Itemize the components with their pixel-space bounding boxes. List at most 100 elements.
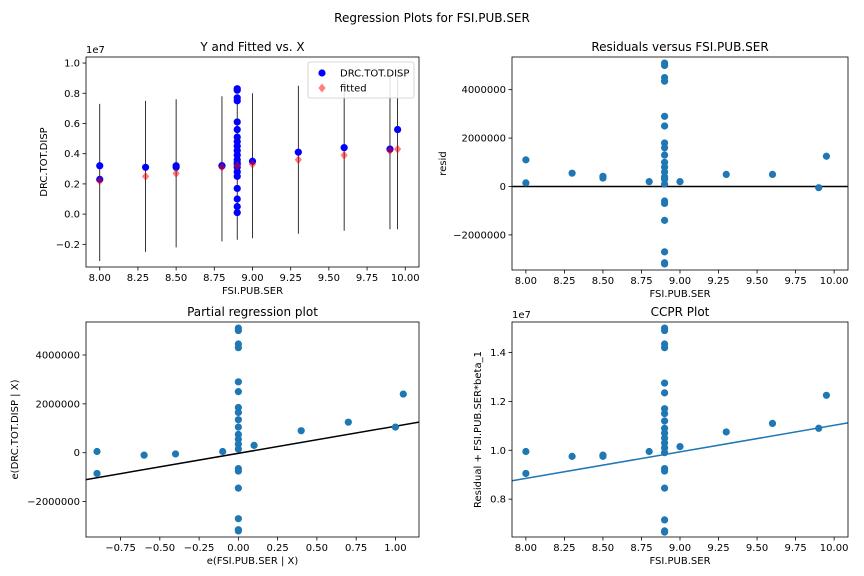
data-point <box>660 344 669 352</box>
fitted-point <box>386 146 394 156</box>
x-tick-label: 9.75 <box>784 276 806 287</box>
y-tick-label: −2000000 <box>27 497 80 508</box>
y-axis-label: e(DRC.TOT.DISP | X) <box>10 379 21 479</box>
chart-panel-3: Partial regression plot −0.75 −0.50 −0.25 0.… <box>10 305 420 567</box>
data-point <box>660 410 669 418</box>
fitted-point <box>294 155 302 165</box>
x-tick-label: 10.00 <box>820 543 849 554</box>
data-point <box>660 516 669 524</box>
data-point <box>233 86 241 94</box>
data-point <box>394 125 402 134</box>
data-point <box>522 179 530 187</box>
x-axis-label: e(FSI.PUB.SER | X) <box>207 556 299 567</box>
data-point <box>234 467 242 475</box>
data-point <box>172 163 180 171</box>
x-tick-label: 9.25 <box>707 543 729 554</box>
x-tick-label: 8.00 <box>515 276 537 287</box>
data-point <box>233 118 241 126</box>
data-point <box>340 144 348 152</box>
data-point <box>140 451 148 459</box>
data-point <box>233 202 241 211</box>
data-point <box>568 169 576 177</box>
y-tick-label: 0.2 <box>64 179 80 190</box>
data-point <box>234 527 242 535</box>
data-point <box>344 418 352 426</box>
y-axis-label: Residual + FSI.PUB.SER*beta_1 <box>473 351 484 508</box>
data-point <box>93 469 101 478</box>
legend-entry: fitted <box>340 84 367 95</box>
y-tick-label: −0.2 <box>56 240 80 251</box>
x-axis-label: FSI.PUB.SER <box>649 556 710 567</box>
fit-line <box>86 421 419 481</box>
panel-title: Residuals versus FSI.PUB.SER <box>591 40 768 54</box>
data-point <box>233 172 241 180</box>
data-point <box>660 61 669 70</box>
x-tick-label: 10.00 <box>820 276 849 287</box>
data-point <box>599 174 607 182</box>
data-point <box>234 484 242 492</box>
data-point <box>96 162 104 170</box>
data-point <box>660 77 669 85</box>
data-point <box>722 170 730 178</box>
data-point <box>233 184 241 193</box>
data-point <box>233 195 241 203</box>
y-offset-text: 1e7 <box>512 310 531 321</box>
plot-area <box>512 324 848 536</box>
fitted-point <box>141 171 150 181</box>
data-point <box>660 326 669 335</box>
y-tick-label: 2000000 <box>461 134 506 145</box>
x-tick-label: −0.50 <box>144 543 175 554</box>
x-tick-label: 8.25 <box>553 543 575 554</box>
legend-box <box>307 61 415 99</box>
y-tick-label: 0.8 <box>490 495 506 506</box>
fitted-point <box>340 150 348 160</box>
x-tick-label: 9.00 <box>669 543 691 554</box>
legend-marker-circle <box>318 69 326 77</box>
fitted-point <box>248 159 257 169</box>
data-point <box>815 424 823 432</box>
data-point <box>660 180 669 188</box>
y-tick-label: 0.0 <box>64 210 80 221</box>
data-point <box>234 326 242 335</box>
data-point <box>294 148 302 156</box>
y-axis-label: DRC.TOT.DISP <box>39 127 50 196</box>
data-point <box>768 419 777 427</box>
data-point <box>660 484 669 492</box>
y-offset-text: 1e7 <box>86 45 105 56</box>
data-point <box>676 178 684 186</box>
panel-title: CCPR Plot <box>651 305 710 319</box>
panel-title: Y and Fitted vs. X <box>199 40 304 54</box>
data-point <box>297 427 305 435</box>
x-tick-label: 9.75 <box>784 543 806 554</box>
fitted-point <box>172 168 180 178</box>
x-tick-label: 8.50 <box>165 273 187 284</box>
data-point <box>219 447 227 456</box>
data-point <box>93 447 101 456</box>
data-point <box>660 248 669 256</box>
chart-panel-4: CCPR Plot 8.00 8.25 8.50 8.75 9.00 9.25 9.50 9.7… <box>473 305 848 567</box>
x-tick-label: 9.50 <box>746 543 768 554</box>
legend-entry: DRC.TOT.DISP <box>340 69 409 80</box>
data-point <box>660 467 669 475</box>
data-point <box>234 445 242 453</box>
data-point <box>815 184 823 192</box>
fit-line <box>512 422 848 482</box>
x-tick-label: 0.50 <box>306 543 328 554</box>
x-tick-label: 8.00 <box>515 543 537 554</box>
x-tick-label: 9.25 <box>707 276 729 287</box>
data-point <box>234 378 242 386</box>
data-point <box>599 452 607 460</box>
data-point <box>645 447 653 456</box>
data-point <box>660 112 669 120</box>
data-point <box>233 97 241 105</box>
x-tick-label: 9.50 <box>746 276 768 287</box>
fitted-point <box>233 161 241 171</box>
x-tick-label: 10.00 <box>391 273 420 284</box>
data-point <box>568 452 576 460</box>
x-axis-label: FSI.PUB.SER <box>649 289 710 300</box>
x-tick-label: 8.75 <box>630 543 652 554</box>
legend-marker-diamond <box>318 83 326 93</box>
data-point <box>234 416 242 424</box>
data-point <box>660 389 669 397</box>
data-point <box>233 125 241 134</box>
